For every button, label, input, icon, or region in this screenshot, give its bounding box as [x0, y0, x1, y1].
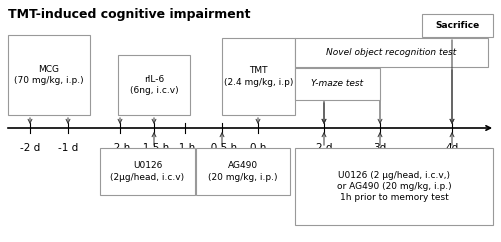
- Text: U0126 (2 μg/head, i.c.v,)
or AG490 (20 mg/kg, i.p.)
1h prior to memory test: U0126 (2 μg/head, i.c.v,) or AG490 (20 m…: [337, 171, 451, 202]
- Text: AG490
(20 mg/kg, i.p.): AG490 (20 mg/kg, i.p.): [208, 161, 278, 182]
- Text: rIL-6
(6ng, i.c.v): rIL-6 (6ng, i.c.v): [130, 75, 178, 95]
- Bar: [295, 38, 488, 67]
- Text: TMT
(2.4 mg/kg, i.p): TMT (2.4 mg/kg, i.p): [224, 67, 293, 87]
- Text: Novel object recognition test: Novel object recognition test: [326, 48, 456, 57]
- Bar: [222, 38, 295, 115]
- Text: -0.5 h: -0.5 h: [207, 143, 237, 153]
- Text: MCG
(70 mg/kg, i.p.): MCG (70 mg/kg, i.p.): [14, 65, 84, 85]
- Text: U0126
(2μg/head, i.c.v): U0126 (2μg/head, i.c.v): [110, 161, 184, 182]
- Text: -1 d: -1 d: [58, 143, 78, 153]
- Text: 4d: 4d: [445, 143, 458, 153]
- Text: 2 d: 2 d: [316, 143, 332, 153]
- Text: Y-maze test: Y-maze test: [312, 80, 364, 89]
- Text: 0 h: 0 h: [250, 143, 266, 153]
- Bar: [8, 35, 90, 115]
- Bar: [196, 148, 290, 195]
- Text: Sacrifice: Sacrifice: [435, 21, 479, 30]
- Text: -2 h: -2 h: [110, 143, 130, 153]
- Text: 3d: 3d: [373, 143, 387, 153]
- Bar: [118, 55, 190, 115]
- Bar: [295, 68, 380, 100]
- Text: -1 h: -1 h: [175, 143, 195, 153]
- Bar: [422, 14, 493, 37]
- Bar: [295, 148, 493, 225]
- Text: -2 d: -2 d: [20, 143, 40, 153]
- Text: -1.5 h: -1.5 h: [139, 143, 169, 153]
- Text: TMT-induced cognitive impairment: TMT-induced cognitive impairment: [8, 8, 250, 21]
- Bar: [100, 148, 195, 195]
